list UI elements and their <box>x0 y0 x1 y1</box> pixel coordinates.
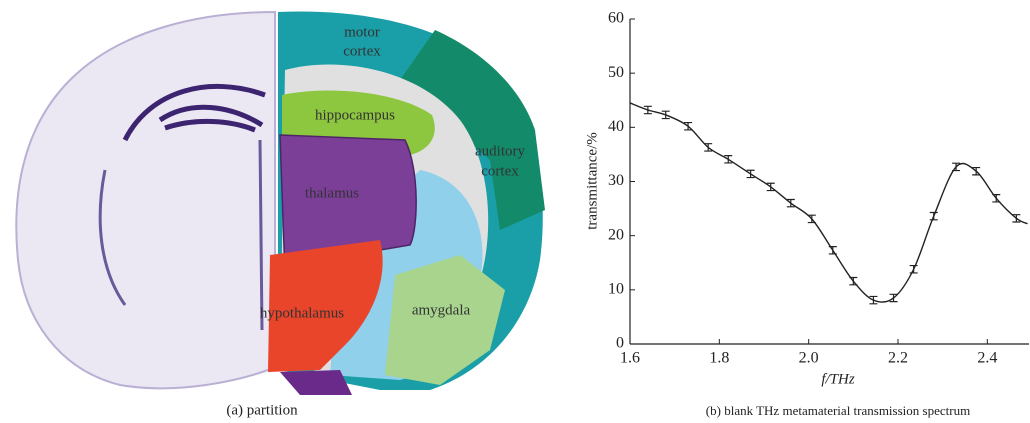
x-tick-label: 1.8 <box>709 350 729 367</box>
region-label: hippocampus <box>315 107 395 123</box>
error-bar <box>869 296 877 303</box>
bottom-region <box>280 370 352 395</box>
x-tick-label: 2.4 <box>977 350 997 367</box>
error-bar <box>829 247 837 254</box>
y-tick-label: 20 <box>608 226 624 243</box>
error-bar <box>662 111 670 118</box>
caption: (b) blank THz metamaterial transmission … <box>706 403 970 418</box>
x-tick-label: 1.6 <box>620 350 640 367</box>
x-tick-label: 2.0 <box>799 350 819 367</box>
caption: (a) partition <box>226 402 298 418</box>
figure: motor cortex hippocampus auditory cortex… <box>0 0 1030 423</box>
left-hemisphere <box>16 12 275 388</box>
region-label: cortex <box>343 43 381 59</box>
error-bar <box>930 213 938 220</box>
x-tick-label: 2.2 <box>888 350 908 367</box>
region-label: amygdala <box>412 302 471 318</box>
y-tick-label: 40 <box>608 118 624 135</box>
x-axis-label: f/THz <box>821 371 855 387</box>
y-tick-label: 60 <box>608 10 624 27</box>
brain-diagram: motor cortex hippocampus auditory cortex… <box>16 11 545 418</box>
error-bar <box>644 106 652 113</box>
y-tick-label: 50 <box>608 64 624 81</box>
spectrum-line <box>630 103 1028 302</box>
y-axis-label: transmittance/% <box>584 132 600 229</box>
page: motor cortex hippocampus auditory cortex… <box>0 0 1030 423</box>
region-label: auditory <box>475 143 525 159</box>
error-bar <box>910 266 918 273</box>
region-label: cortex <box>481 163 519 179</box>
region-label: thalamus <box>305 185 359 201</box>
region-label: motor <box>344 24 380 40</box>
region-label: hypothalamus <box>260 305 344 321</box>
y-tick-label: 30 <box>608 172 624 189</box>
y-tick-label: 10 <box>608 281 624 298</box>
